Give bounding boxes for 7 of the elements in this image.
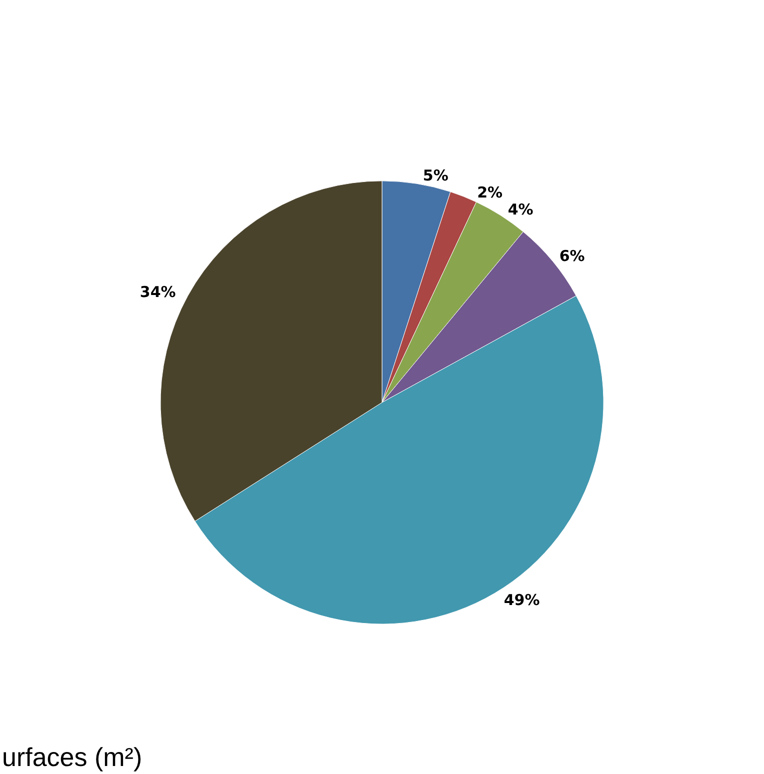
data-label: 5% — [422, 166, 448, 185]
text: urfaces (m²) — [2, 742, 142, 772]
data-label: 2% — [477, 184, 503, 202]
data-label: 6% — [559, 247, 585, 266]
data-label: 4% — [508, 200, 534, 219]
data-label: 49% — [504, 591, 540, 610]
data-label: 34% — [140, 282, 176, 301]
